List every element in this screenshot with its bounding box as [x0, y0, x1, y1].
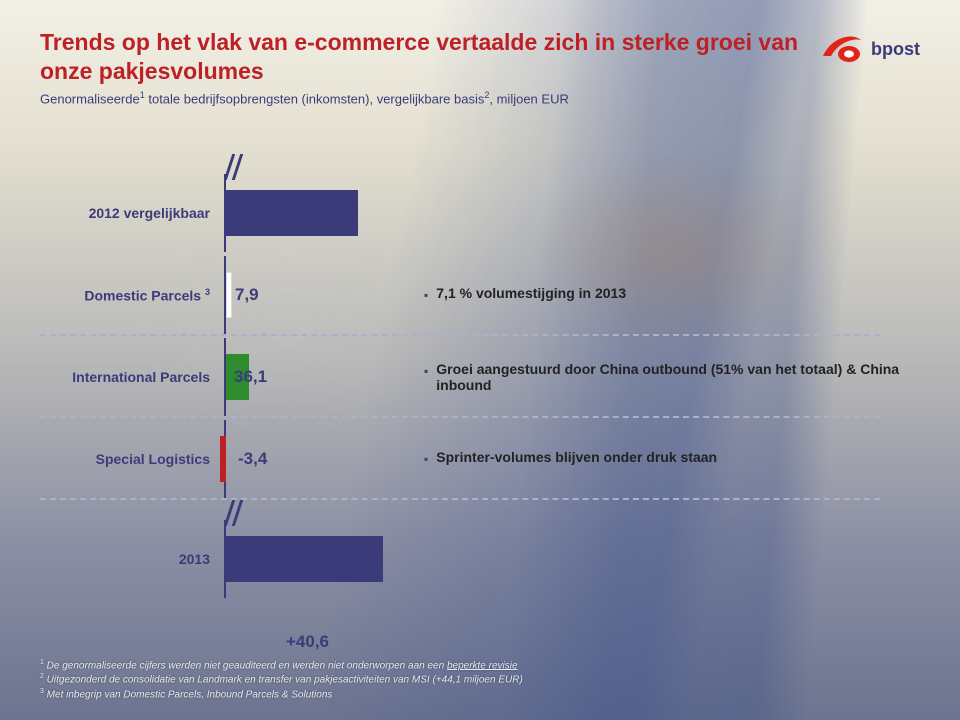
bar-value: 209,1: [234, 203, 277, 223]
chart-row-dom: Domestic Parcels 37,9▪7,1 % volumestijgi…: [40, 262, 920, 328]
row-label: Domestic Parcels 3: [40, 287, 224, 304]
bullet-item: ▪Groei aangestuurd door China outbound (…: [424, 361, 920, 393]
row-label: 2012 vergelijkbaar: [40, 205, 224, 221]
row-label: 2013: [40, 551, 224, 567]
delta-label: +40,6: [286, 632, 329, 652]
row-bullets: ▪ Sprinter-volumes blijven onder druk sta…: [404, 449, 920, 469]
bar-value: -3,4: [238, 449, 267, 469]
bar: 209,1: [226, 190, 358, 236]
slide-subtitle: Genormaliseerde1 totale bedrijfsopbrengs…: [40, 90, 920, 106]
row-bullets: ▪ 7,1 % volumestijging in 2013: [404, 285, 920, 305]
bar-value: 7,9: [235, 285, 259, 305]
waterfall-chart: 2012 vergelijkbaar 209,1 Domestic Parcels …: [40, 154, 920, 592]
bullet-item: ▪ 7,1 % volumestijging in 2013: [424, 285, 920, 305]
bar-area: -3,4: [224, 426, 404, 492]
bar-value: 36,1: [234, 367, 267, 387]
chart-row-y2013: 2013 249,7: [40, 526, 920, 592]
row-label: Special Logistics: [40, 451, 224, 467]
bullet-mark: ▪: [424, 449, 428, 469]
bar-area: 36,1: [224, 344, 404, 410]
bar-area: 249,7: [224, 526, 404, 592]
bullet-text: 7,1 % volumestijging in 2013: [436, 285, 626, 305]
bpost-logo-text: bpost: [871, 39, 920, 60]
bullet-item: ▪ Sprinter-volumes blijven onder druk sta…: [424, 449, 920, 469]
bullet-text: Groei aangestuurd door China outbound (5…: [436, 361, 920, 393]
bar: 249,7: [226, 536, 383, 582]
bar: -3,4: [220, 436, 226, 482]
slide: Trends op het vlak van e-commerce vertaa…: [0, 0, 960, 720]
row-label: International Parcels: [40, 369, 224, 385]
bar: 36,1: [226, 354, 249, 400]
chart-row-spec: Special Logistics-3,4▪Sprinter-volumes b…: [40, 426, 920, 492]
bullet-mark: ▪: [424, 361, 428, 393]
bpost-logo: bpost: [821, 34, 920, 64]
bar-area: 7,9: [224, 262, 404, 328]
bullet-text: Sprinter-volumes blijven onder druk staa…: [436, 449, 717, 469]
row-bullets: ▪Groei aangestuurd door China outbound (…: [404, 361, 920, 393]
bpost-logo-icon: [821, 34, 863, 64]
chart-row-y2012: 2012 vergelijkbaar 209,1: [40, 180, 920, 246]
bullet-mark: ▪: [424, 285, 428, 305]
row-divider: [40, 416, 880, 418]
slide-title: Trends op het vlak van e-commerce vertaa…: [40, 28, 800, 86]
chart-row-intl: International Parcels36,1▪Groei aangestu…: [40, 344, 920, 410]
bar-value: 249,7: [234, 549, 277, 569]
bar: 7,9: [226, 272, 232, 318]
axis-hatch: [226, 500, 920, 526]
bar-area: 209,1: [224, 180, 404, 246]
row-divider: [40, 334, 880, 336]
axis-hatch: [226, 154, 920, 180]
footnotes: 1 De genormaliseerde cijfers werden niet…: [40, 658, 920, 702]
